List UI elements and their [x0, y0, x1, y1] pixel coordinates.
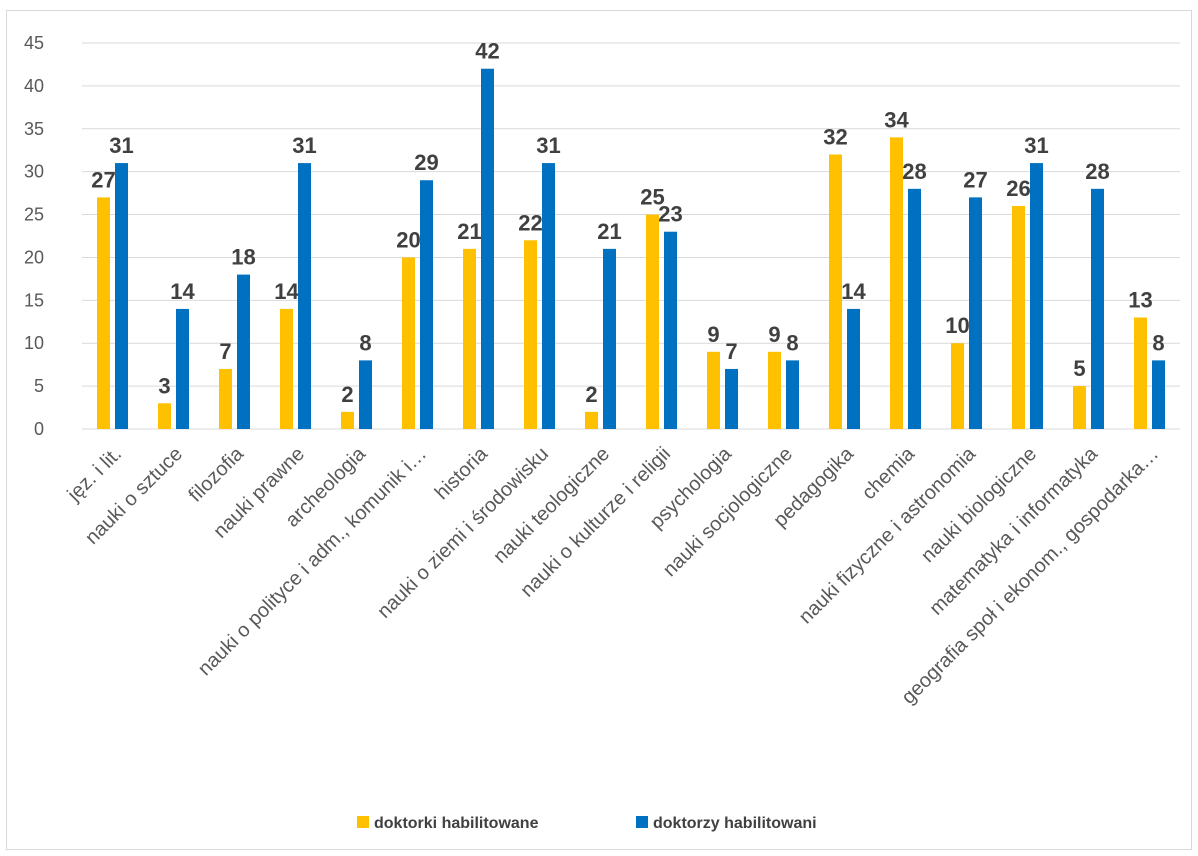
bar-female: [1134, 317, 1147, 429]
data-label: 31: [536, 133, 560, 158]
y-tick-label: 25: [24, 205, 44, 225]
y-tick-label: 30: [24, 162, 44, 182]
bar-female: [585, 411, 598, 429]
data-label: 25: [640, 185, 664, 210]
bar-male: [664, 231, 677, 429]
legend-label: doktorki habilitowane: [374, 815, 539, 832]
data-label: 21: [597, 219, 621, 244]
bar-male: [725, 368, 738, 429]
data-label: 31: [109, 133, 133, 158]
data-label: 27: [91, 167, 115, 192]
data-label: 34: [884, 107, 909, 132]
bar-male: [542, 163, 555, 430]
category-label: chemia: [858, 442, 920, 504]
y-tick-label: 45: [24, 33, 44, 53]
data-label: 2: [585, 382, 597, 407]
data-label: 23: [658, 202, 682, 227]
legend-swatch: [636, 816, 648, 828]
category-label: nauki o polityce i adm., komunik i…: [194, 443, 431, 680]
data-label: 9: [707, 322, 719, 347]
data-label: 22: [518, 210, 542, 235]
legend-swatch: [357, 816, 369, 828]
bar-female: [97, 197, 110, 429]
y-tick-label: 0: [34, 419, 44, 439]
bar-male: [1152, 360, 1165, 429]
bar-male: [1030, 163, 1043, 430]
data-label: 7: [219, 339, 231, 364]
data-label: 13: [1128, 287, 1152, 312]
bar-male: [603, 248, 616, 429]
bar-female: [1073, 386, 1086, 429]
category-label: nauki biologiczne: [917, 443, 1041, 567]
category-label: nauki teologiczne: [489, 443, 614, 568]
bar-female: [951, 343, 964, 429]
bar-female: [219, 368, 232, 429]
data-label: 8: [359, 330, 371, 355]
data-label: 26: [1006, 176, 1030, 201]
bar-male: [115, 163, 128, 430]
y-tick-label: 40: [24, 76, 44, 96]
data-label: 8: [786, 330, 798, 355]
bar-female: [524, 240, 537, 429]
bar-male: [298, 163, 311, 430]
legend-label: doktorzy habilitowani: [653, 815, 817, 832]
data-label: 3: [158, 373, 170, 398]
bar-male: [786, 360, 799, 429]
y-tick-label: 15: [24, 290, 44, 310]
data-label: 7: [725, 339, 737, 364]
data-label: 31: [1024, 133, 1048, 158]
bar-male: [908, 188, 921, 429]
bar-female: [707, 351, 720, 429]
bar-female: [829, 154, 842, 429]
data-label: 10: [945, 313, 969, 338]
data-label: 14: [274, 279, 299, 304]
bar-male: [176, 308, 189, 429]
data-label: 9: [768, 322, 780, 347]
bar-female: [1012, 205, 1025, 429]
bar-female: [463, 248, 476, 429]
y-tick-label: 5: [34, 376, 44, 396]
data-label: 27: [963, 167, 987, 192]
bar-male: [969, 197, 982, 429]
bar-male: [420, 180, 433, 429]
bar-male: [359, 360, 372, 429]
bar-female: [402, 257, 415, 429]
data-label: 42: [475, 39, 499, 64]
y-tick-label: 35: [24, 119, 44, 139]
bar-female: [890, 137, 903, 429]
data-label: 2: [341, 382, 353, 407]
data-label: 20: [396, 227, 420, 252]
y-tick-label: 20: [24, 247, 44, 267]
bar-female: [646, 214, 659, 429]
category-label: historia: [431, 442, 493, 504]
bar-female: [768, 351, 781, 429]
bar-male: [847, 308, 860, 429]
bar-male: [1091, 188, 1104, 429]
data-label: 14: [841, 279, 866, 304]
bar-female: [158, 403, 171, 429]
data-label: 28: [902, 159, 926, 184]
data-label: 5: [1073, 356, 1085, 381]
data-label: 18: [231, 245, 255, 270]
data-label: 8: [1152, 330, 1164, 355]
bar-female: [341, 411, 354, 429]
data-label: 21: [457, 219, 481, 244]
data-label: 31: [292, 133, 316, 158]
data-label: 29: [414, 150, 438, 175]
bar-female: [280, 308, 293, 429]
chart-frame: [6, 10, 1192, 850]
data-label: 32: [823, 125, 847, 150]
data-label: 14: [170, 279, 195, 304]
y-tick-label: 10: [24, 333, 44, 353]
bar-male: [481, 68, 494, 429]
data-label: 28: [1085, 159, 1109, 184]
bar-male: [237, 274, 250, 429]
